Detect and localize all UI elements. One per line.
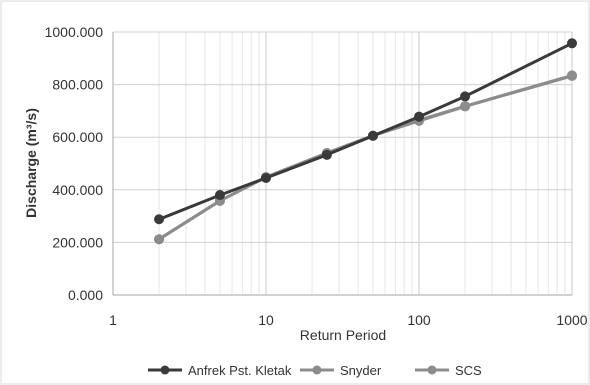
y-tick-label: 0.000 bbox=[68, 287, 103, 303]
y-tick-label: 1000.000 bbox=[45, 24, 104, 40]
x-axis-title: Return Period bbox=[300, 327, 386, 343]
data-point bbox=[322, 150, 332, 160]
data-point bbox=[460, 101, 470, 111]
legend-label: Snyder bbox=[340, 363, 382, 378]
legend-label: SCS bbox=[455, 363, 482, 378]
legend-label: Anfrek Pst. Kletak bbox=[188, 363, 292, 378]
legend-swatch-marker bbox=[428, 366, 437, 375]
data-point bbox=[567, 38, 577, 48]
data-point bbox=[460, 91, 470, 101]
y-tick-label: 600.000 bbox=[52, 129, 103, 145]
data-point bbox=[368, 131, 378, 141]
y-tick-label: 400.000 bbox=[52, 182, 103, 198]
data-point bbox=[154, 214, 164, 224]
x-tick-label: 10 bbox=[258, 312, 274, 328]
data-point bbox=[414, 112, 424, 122]
legend-swatch-marker bbox=[161, 366, 170, 375]
data-point bbox=[567, 70, 577, 80]
y-axis-title: Discharge (m³/s) bbox=[23, 108, 39, 218]
x-tick-label: 1 bbox=[109, 312, 117, 328]
y-tick-label: 200.000 bbox=[52, 234, 103, 250]
x-tick-label: 100 bbox=[407, 312, 431, 328]
y-tick-label: 800.000 bbox=[52, 77, 103, 93]
data-point bbox=[215, 190, 225, 200]
legend-swatch-marker bbox=[313, 366, 322, 375]
data-point bbox=[261, 173, 271, 183]
data-point bbox=[154, 234, 164, 244]
x-tick-label: 1000 bbox=[556, 312, 587, 328]
